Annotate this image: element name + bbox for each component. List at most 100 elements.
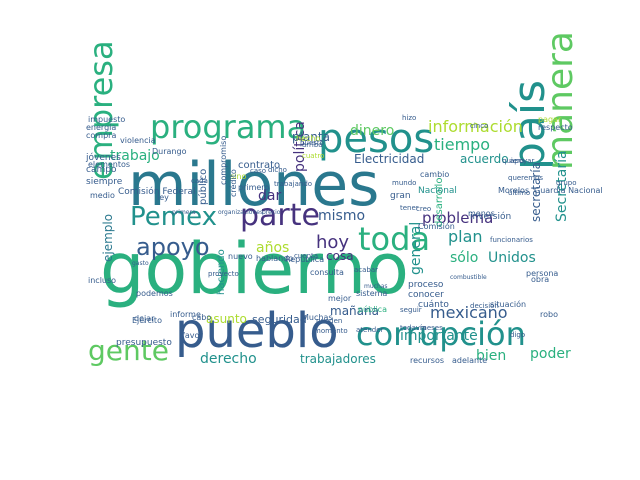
cloud-word: obra <box>531 275 549 284</box>
cloud-word: mexicano <box>430 303 508 322</box>
cloud-word: meses <box>420 324 443 332</box>
cloud-word: pública <box>358 305 387 314</box>
cloud-word: proceso <box>408 280 444 290</box>
cloud-word: derecho <box>200 351 257 367</box>
cloud-word: decisión <box>470 302 499 310</box>
cloud-word: dicho <box>268 166 287 174</box>
cloud-word: apoyar <box>510 157 534 165</box>
cloud-word: pesos <box>318 116 434 162</box>
cloud-word: situación <box>490 299 526 309</box>
cloud-word: atender <box>356 326 384 334</box>
cloud-word: funcionarios <box>490 236 533 244</box>
cloud-word: trabajo <box>110 148 160 164</box>
cloud-word: podemos <box>136 289 173 298</box>
cloud-word: robo <box>540 310 558 319</box>
cloud-word: seguridad <box>252 313 307 326</box>
cloud-word: sino <box>230 172 246 181</box>
cloud-word: dejar <box>134 314 155 323</box>
cloud-word: información <box>428 117 523 136</box>
cloud-word: precio <box>262 209 281 216</box>
cloud-word: Nacional <box>418 186 457 196</box>
cloud-word: muchas <box>364 283 388 290</box>
cloud-word: inversión <box>470 211 511 222</box>
cloud-word: pueblo <box>175 303 339 359</box>
cloud-word: menos <box>468 209 495 218</box>
cloud-word: adelante <box>452 356 487 365</box>
cloud-word: pagar <box>538 115 562 124</box>
cloud-word: Muchas <box>302 313 333 322</box>
cloud-word: programa <box>150 108 306 146</box>
cloud-word: elementos <box>88 160 130 169</box>
cloud-word: arriba <box>302 141 323 149</box>
cloud-word: seguir <box>400 306 422 314</box>
cloud-word: puesto <box>300 139 324 147</box>
cloud-word: sólo <box>450 250 478 266</box>
cloud-word: tiempo <box>434 135 490 154</box>
cloud-word: hoy <box>316 232 349 253</box>
cloud-word: cambio <box>420 170 449 179</box>
cloud-word: momento <box>314 327 348 335</box>
cloud-word: ley <box>157 193 169 202</box>
cloud-word: Electricidad <box>354 152 424 166</box>
cloud-word: contrato <box>238 160 280 171</box>
cloud-word: primero <box>238 183 269 192</box>
cloud-word: violencia <box>120 136 156 145</box>
cloud-word: secretaría <box>529 162 543 222</box>
cloud-word: cada <box>191 177 208 185</box>
cloud-word: ejemplo <box>101 214 115 262</box>
cloud-word: organizaciones <box>218 209 263 216</box>
cloud-word: sistema <box>356 289 387 298</box>
cloud-word: trabajadores <box>300 352 376 366</box>
cloud-word: presupuesto <box>116 338 172 348</box>
cloud-word: millones <box>128 150 379 220</box>
cloud-word: compra <box>86 131 116 140</box>
cloud-word: país <box>504 80 555 170</box>
cloud-word: apoyo <box>136 233 210 261</box>
cloud-word: hablando <box>256 254 293 263</box>
cloud-word: Durango <box>152 147 187 156</box>
cloud-word: cuenta <box>294 252 318 260</box>
cloud-word: parte <box>240 198 320 233</box>
cloud-word: gran <box>390 191 411 201</box>
cloud-word: importante <box>400 328 478 344</box>
cloud-word: gente <box>88 334 169 367</box>
cloud-word: empresa <box>82 40 120 180</box>
cloud-word: trabajando <box>274 180 312 188</box>
cloud-word: impuesto <box>88 115 125 124</box>
cloud-word: cabo <box>192 313 211 322</box>
cloud-word: último <box>508 189 530 197</box>
cloud-word: desarrollo <box>434 178 445 227</box>
cloud-word: cuánto <box>418 300 449 310</box>
word-cloud-background <box>80 112 568 367</box>
cloud-word: campo <box>86 165 117 175</box>
cloud-word: proyecto <box>208 270 239 278</box>
cloud-word: respecto <box>538 123 573 132</box>
cloud-word: hizo <box>402 114 416 122</box>
cloud-word: Comisión Federal <box>118 186 196 197</box>
cloud-word: público <box>197 169 209 205</box>
cloud-word: corrupción <box>356 315 526 353</box>
cloud-word: Comisión <box>418 221 455 231</box>
cloud-word: Morelos <box>498 186 529 195</box>
cloud-word: Pemex <box>130 202 217 232</box>
cloud-word: compromiso <box>219 136 228 185</box>
cloud-word: problema <box>422 209 493 227</box>
cloud-word: queremos <box>508 174 543 182</box>
cloud-word: cinco <box>470 122 488 130</box>
cloud-word: combustible <box>450 274 487 281</box>
cloud-word: grupo <box>556 179 576 187</box>
cloud-word: todavía <box>400 324 426 332</box>
cloud-word: manera <box>540 31 581 170</box>
cloud-word: primera <box>172 209 196 216</box>
cloud-word: medio <box>90 191 115 200</box>
cloud-word: Ejército <box>132 315 162 325</box>
cloud-word: Secretaría <box>554 150 570 222</box>
cloud-word: mundo <box>392 179 416 187</box>
cloud-word: años <box>256 240 289 256</box>
cloud-word: política <box>292 121 308 172</box>
cloud-word: toda <box>358 220 430 258</box>
cloud-word: pueden <box>316 317 342 325</box>
cloud-word: gasto <box>132 260 149 267</box>
cloud-word: haciendo <box>216 249 227 295</box>
